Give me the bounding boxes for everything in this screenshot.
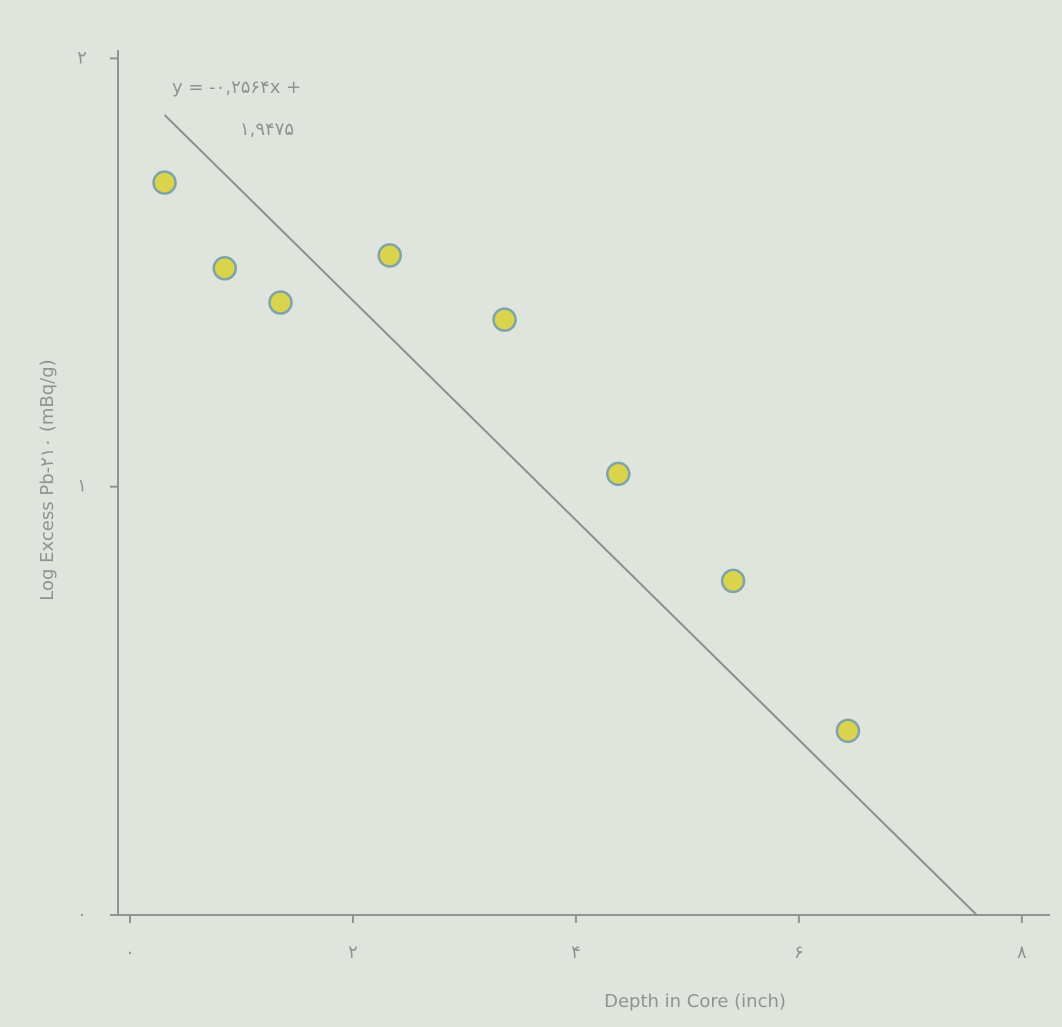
point: [607, 463, 629, 485]
y-tick-label: ۰: [77, 904, 87, 925]
x-tick-label: ۰: [125, 942, 135, 963]
chart: Depth in Core (inch) Log Excess Pb-۲۱۰ (…: [0, 0, 1062, 1027]
point: [494, 309, 516, 331]
point: [379, 244, 401, 266]
point: [270, 292, 292, 314]
point: [837, 720, 859, 742]
point: [722, 570, 744, 592]
x-tick-label: ۸: [1017, 942, 1027, 963]
x-tick-label: ۲: [348, 942, 358, 963]
x-axis-label: Depth in Core (inch): [604, 991, 786, 1012]
y-axis-label: Log Excess Pb-۲۱۰ (mBq/g): [37, 359, 58, 600]
equation: ۱,۹۴۷۵: [240, 119, 294, 140]
y-tick-label: ۱: [77, 476, 87, 497]
x-tick-label: ۶: [794, 942, 804, 963]
background: [0, 0, 1062, 1027]
equation: y = -۰,۲۵۶۴x +: [172, 77, 301, 98]
point: [214, 257, 236, 279]
y-tick-label: ۲: [77, 47, 87, 68]
x-tick-label: ۴: [571, 942, 581, 963]
point: [154, 172, 176, 194]
